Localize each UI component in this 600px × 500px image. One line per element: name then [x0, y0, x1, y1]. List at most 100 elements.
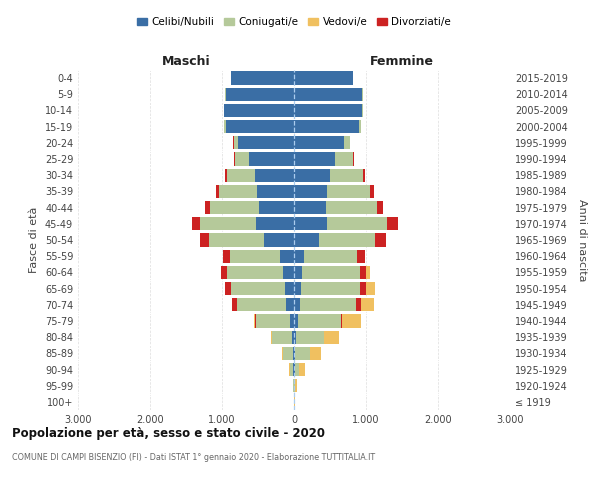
- Bar: [310, 346, 320, 360]
- Bar: [294, 266, 302, 279]
- Text: Femmine: Femmine: [370, 56, 434, 68]
- Bar: [299, 363, 305, 376]
- Bar: [250, 152, 294, 166]
- Bar: [341, 314, 361, 328]
- Bar: [294, 136, 344, 149]
- Bar: [294, 88, 362, 101]
- Bar: [295, 379, 297, 392]
- Bar: [360, 282, 374, 295]
- Bar: [294, 250, 304, 263]
- Bar: [224, 104, 294, 117]
- Bar: [232, 72, 294, 85]
- Bar: [235, 152, 250, 166]
- Bar: [376, 234, 386, 246]
- Bar: [356, 298, 361, 312]
- Bar: [230, 250, 280, 263]
- Text: COMUNE DI CAMPI BISENZIO (FI) - Dati ISTAT 1° gennaio 2020 - Elaborazione TUTTIT: COMUNE DI CAMPI BISENZIO (FI) - Dati IST…: [12, 452, 375, 462]
- Bar: [323, 330, 324, 344]
- Bar: [223, 250, 230, 263]
- Bar: [200, 234, 209, 246]
- Bar: [283, 346, 293, 360]
- Bar: [294, 201, 326, 214]
- Bar: [387, 217, 398, 230]
- Bar: [353, 152, 354, 166]
- Bar: [238, 136, 294, 149]
- Bar: [359, 120, 361, 134]
- Bar: [292, 330, 294, 344]
- Bar: [219, 185, 257, 198]
- Bar: [294, 104, 362, 117]
- Bar: [294, 168, 330, 182]
- Bar: [255, 314, 256, 328]
- Bar: [294, 282, 301, 295]
- Bar: [272, 330, 292, 344]
- Bar: [259, 201, 294, 214]
- Bar: [227, 266, 283, 279]
- Bar: [293, 363, 294, 376]
- Bar: [302, 266, 360, 279]
- Bar: [226, 88, 294, 101]
- Bar: [233, 136, 238, 149]
- Bar: [264, 234, 294, 246]
- Bar: [358, 250, 363, 263]
- Bar: [298, 314, 341, 328]
- Bar: [226, 266, 227, 279]
- Bar: [363, 168, 364, 182]
- Bar: [232, 298, 237, 312]
- Bar: [230, 282, 284, 295]
- Bar: [215, 185, 219, 198]
- Bar: [294, 346, 295, 360]
- Bar: [227, 168, 255, 182]
- Bar: [323, 330, 340, 344]
- Bar: [377, 201, 379, 214]
- Y-axis label: Fasce di età: Fasce di età: [29, 207, 39, 273]
- Bar: [225, 282, 230, 295]
- Bar: [257, 185, 294, 198]
- Bar: [294, 217, 327, 230]
- Bar: [294, 298, 300, 312]
- Bar: [293, 346, 294, 360]
- Bar: [234, 152, 235, 166]
- Bar: [319, 234, 376, 246]
- Text: Popolazione per età, sesso e stato civile - 2020: Popolazione per età, sesso e stato civil…: [12, 428, 325, 440]
- Bar: [360, 266, 366, 279]
- Bar: [225, 168, 227, 182]
- Bar: [200, 217, 256, 230]
- Bar: [387, 217, 391, 230]
- Bar: [283, 266, 294, 279]
- Bar: [296, 330, 323, 344]
- Bar: [205, 201, 211, 214]
- Bar: [209, 234, 264, 246]
- Bar: [294, 120, 359, 134]
- Bar: [237, 298, 286, 312]
- Bar: [271, 330, 272, 344]
- Bar: [376, 234, 380, 246]
- Bar: [280, 250, 294, 263]
- Bar: [295, 363, 299, 376]
- Bar: [360, 266, 370, 279]
- Bar: [370, 185, 372, 198]
- Bar: [286, 298, 294, 312]
- Bar: [300, 298, 356, 312]
- Bar: [330, 168, 363, 182]
- Bar: [290, 314, 294, 328]
- Bar: [226, 120, 294, 134]
- Bar: [211, 201, 259, 214]
- Bar: [360, 282, 366, 295]
- Bar: [284, 282, 294, 295]
- Bar: [301, 282, 360, 295]
- Legend: Celibi/Nubili, Coniugati/e, Vedovi/e, Divorziati/e: Celibi/Nubili, Coniugati/e, Vedovi/e, Di…: [133, 12, 455, 31]
- Bar: [294, 363, 295, 376]
- Bar: [294, 72, 353, 85]
- Bar: [326, 201, 377, 214]
- Bar: [192, 217, 200, 230]
- Bar: [236, 298, 237, 312]
- Bar: [294, 330, 296, 344]
- Bar: [224, 120, 226, 134]
- Bar: [294, 234, 319, 246]
- Bar: [377, 201, 383, 214]
- Bar: [294, 185, 327, 198]
- Y-axis label: Anni di nascita: Anni di nascita: [577, 198, 587, 281]
- Bar: [295, 346, 310, 360]
- Bar: [255, 168, 294, 182]
